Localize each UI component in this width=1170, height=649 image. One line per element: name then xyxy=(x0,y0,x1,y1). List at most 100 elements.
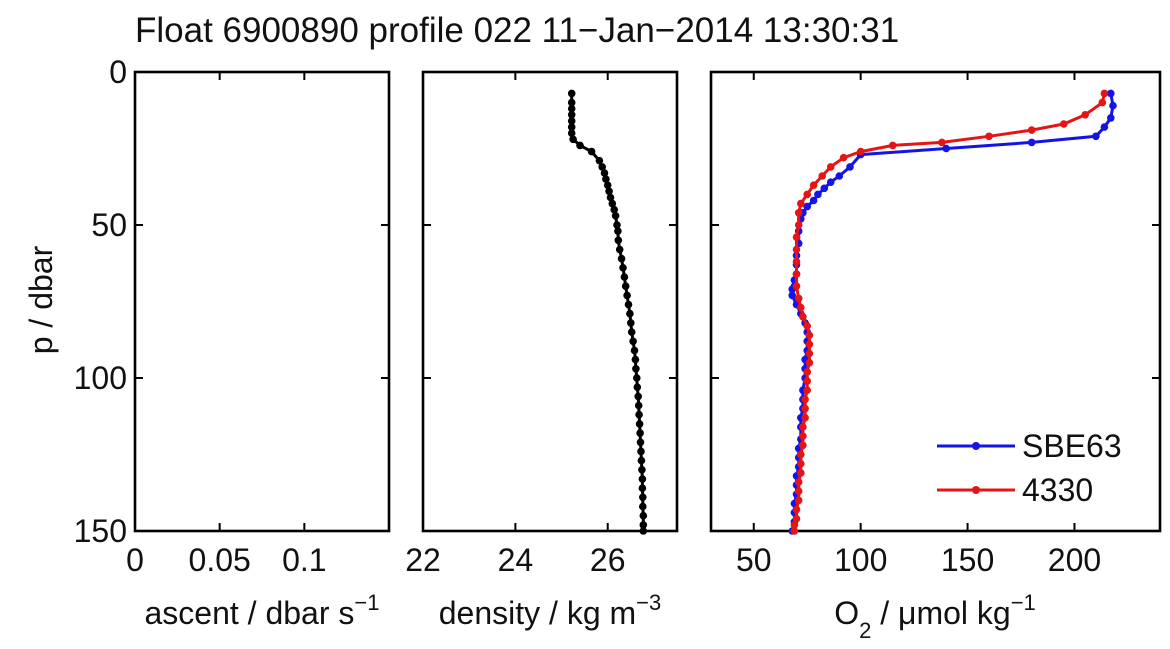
density-series-0-point xyxy=(633,383,642,392)
oxygen-4330-point xyxy=(794,487,803,496)
density-series-0-point xyxy=(613,221,621,229)
legend-sbe63-marker xyxy=(972,442,980,450)
oxygen-4330-point xyxy=(803,368,811,376)
density-series-0-point xyxy=(619,264,627,272)
density-series-0-point xyxy=(598,163,606,171)
oxygen-4330-point xyxy=(938,138,946,147)
density-series-0-point xyxy=(567,89,576,98)
density-x-tick-label: 24 xyxy=(498,542,534,578)
ascent-x-tick-label: 0.1 xyxy=(282,542,326,578)
chart-title: Float 6900890 profile 022 11−Jan−2014 13… xyxy=(135,11,899,50)
oxygen-4330-point xyxy=(1081,111,1089,119)
oxygen-y-ticks xyxy=(711,71,1160,532)
density-series-0-point xyxy=(637,447,645,456)
density-series-0-point xyxy=(569,135,577,144)
oxygen-4330-point xyxy=(790,527,799,535)
oxygen-4330-point xyxy=(799,423,807,431)
density-series-0-point xyxy=(567,111,576,119)
oxygen-4330-point xyxy=(1060,120,1068,128)
density-series-0-point xyxy=(629,337,637,346)
oxygen-sbe63-point xyxy=(1107,89,1115,98)
ascent-axes-frame xyxy=(133,70,391,533)
oxygen-4330-point xyxy=(794,478,803,486)
density-series-0-point xyxy=(603,181,612,189)
oxygen-4330-point xyxy=(839,153,848,162)
y-axis-label: p / dbar xyxy=(23,245,59,354)
density-series-0-point xyxy=(627,328,636,336)
oxygen-axes-frame xyxy=(709,70,1162,533)
oxygen-4330-point xyxy=(805,349,814,358)
oxygen-profiles xyxy=(788,89,1117,535)
density-series-0-point xyxy=(638,484,647,493)
density-x-tick-label: 26 xyxy=(590,542,626,578)
density-series-0-point xyxy=(637,456,646,465)
oxygen-4330-point xyxy=(790,521,799,529)
density-series-0-point xyxy=(606,193,615,202)
oxygen-x-tick-label: 100 xyxy=(834,542,887,578)
oxygen-4330-point xyxy=(1027,126,1036,134)
density-series-0-point xyxy=(576,141,584,150)
oxygen-4330-point xyxy=(801,404,809,413)
oxygen-4330-point xyxy=(797,459,805,468)
oxygen-4330-point xyxy=(803,322,811,330)
oxygen-4330-point xyxy=(792,270,801,278)
legend-4330-marker xyxy=(972,486,980,494)
density-x-tick-label: 22 xyxy=(405,542,441,578)
oxygen-sbe63-point xyxy=(788,291,796,300)
density-series-0-point xyxy=(635,420,644,428)
density-series-0-point xyxy=(595,156,604,165)
oxygen-sbe63-point xyxy=(1100,123,1109,131)
y-tick-label: 150 xyxy=(74,513,127,549)
oxygen-4330-point xyxy=(803,386,811,395)
oxygen-4330-point xyxy=(792,257,801,266)
oxygen-sbe63-point xyxy=(820,184,829,193)
density-series-0-point xyxy=(600,169,609,177)
oxygen-4330-point xyxy=(985,132,993,141)
density-series-0-point xyxy=(621,282,630,291)
density-series-0-point xyxy=(631,355,640,364)
oxygen-4330-point xyxy=(797,469,805,477)
density-series-0-point xyxy=(634,392,642,401)
oxygen-sbe63-point xyxy=(942,144,950,153)
density-series-0-point xyxy=(636,438,645,447)
oxygen-4330-point xyxy=(803,190,811,199)
density-series-0-point xyxy=(567,129,576,137)
density-series-0-point xyxy=(639,511,648,520)
oxygen-4330-point xyxy=(792,282,801,291)
oxygen-sbe63-point xyxy=(809,196,818,205)
ascent-x-ticks: 0 0.05 0.1 xyxy=(126,72,327,578)
ascent-panel: 0 0.05 0.1 0 50 100 150 ascent / dbar s−1 xyxy=(74,54,391,631)
density-series-0-point xyxy=(638,475,647,483)
legend-sbe63-label: SBE63 xyxy=(1022,428,1122,464)
density-series-0-point xyxy=(567,123,576,131)
density-series-0-point xyxy=(636,429,644,437)
oxygen-4330-point xyxy=(803,377,811,385)
oxygen-4330-point xyxy=(799,441,807,450)
oxygen-4330-point xyxy=(794,221,803,229)
oxygen-4330-point xyxy=(797,450,805,459)
density-series-0-point xyxy=(639,527,648,535)
oxygen-sbe63-point xyxy=(1109,101,1117,110)
density-series-0-point xyxy=(623,291,631,300)
density-series-0-point xyxy=(639,502,647,511)
density-series-0-point xyxy=(567,104,576,113)
density-series-0-point xyxy=(624,300,633,309)
oxygen-4330-point xyxy=(1098,98,1107,107)
density-series-0-point xyxy=(602,175,610,183)
y-tick-label: 100 xyxy=(74,360,127,396)
oxygen-x-tick-label: 150 xyxy=(941,542,994,578)
density-series-0-point xyxy=(635,410,643,419)
legend: SBE63 4330 xyxy=(937,428,1122,508)
density-series-0-point xyxy=(610,205,618,214)
density-series-0-point xyxy=(614,227,622,235)
density-series-0-point xyxy=(633,374,641,382)
oxygen-4330-point xyxy=(818,172,826,180)
density-series-0-point xyxy=(611,212,620,220)
oxygen-4330-point xyxy=(794,209,803,217)
oxygen-4330-point xyxy=(792,233,801,241)
density-series-0-point xyxy=(615,245,624,254)
ascent-x-label: ascent / dbar s−1 xyxy=(145,590,380,631)
oxygen-4330-point xyxy=(797,199,805,208)
oxygen-4330-point xyxy=(805,358,814,367)
